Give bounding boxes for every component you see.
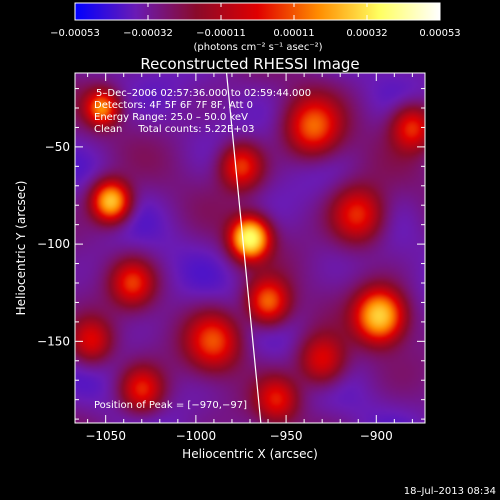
x-axis: −1050 −1000 −950 −900 xyxy=(85,73,413,443)
colorbar-tick-label: −0.00053 xyxy=(50,28,100,39)
y-tick-label: −100 xyxy=(37,237,70,251)
annotation-clean: Clean Total counts: 5.22E+03 xyxy=(94,124,254,135)
x-tick-label: −900 xyxy=(360,429,393,443)
annotation-detectors: Detectors: 4F 5F 6F 7F 8F, Att 0 xyxy=(94,100,253,111)
x-axis-label: Heliocentric X (arcsec) xyxy=(182,447,318,461)
heatmap-image xyxy=(75,73,425,423)
colorbar-unit-label: (photons cm⁻² s⁻¹ asec⁻²) xyxy=(193,42,322,53)
y-tick-label: −50 xyxy=(45,140,70,154)
colorbar xyxy=(74,2,441,21)
colorbar-tick-label: 0.00032 xyxy=(346,28,387,39)
colorbar-tick-label: −0.00032 xyxy=(123,28,173,39)
colorbar-ticks: −0.00053 −0.00032 −0.00011 0.00011 0.00032 0.… xyxy=(50,3,461,39)
annotation-peak-position: Position of Peak = [−970,−97] xyxy=(94,400,247,411)
colorbar-tick-label: 0.00011 xyxy=(273,28,314,39)
colorbar-tick-label: −0.00011 xyxy=(196,28,246,39)
x-tick-label: −950 xyxy=(270,429,303,443)
x-tick-label: −1000 xyxy=(176,429,217,443)
colorbar-tick-label: 0.00053 xyxy=(419,28,460,39)
y-axis: −50 −100 −150 xyxy=(37,88,425,420)
x-tick-label: −1050 xyxy=(85,429,126,443)
footer-timestamp: 18–Jul–2013 08:34 xyxy=(404,486,496,497)
annotation-block: 5–Dec–2006 02:57:36.000 to 02:59:44.000 … xyxy=(94,88,311,411)
y-tick-label: −150 xyxy=(37,334,70,348)
annotation-energy-range: Energy Range: 25.0 – 50.0 keV xyxy=(94,112,248,123)
annotation-time-range: 5–Dec–2006 02:57:36.000 to 02:59:44.000 xyxy=(96,88,311,99)
chart-title: Reconstructed RHESSI Image xyxy=(140,55,359,73)
y-axis-label: Heliocentric Y (arcsec) xyxy=(14,181,28,316)
solar-limb-line xyxy=(225,73,262,423)
